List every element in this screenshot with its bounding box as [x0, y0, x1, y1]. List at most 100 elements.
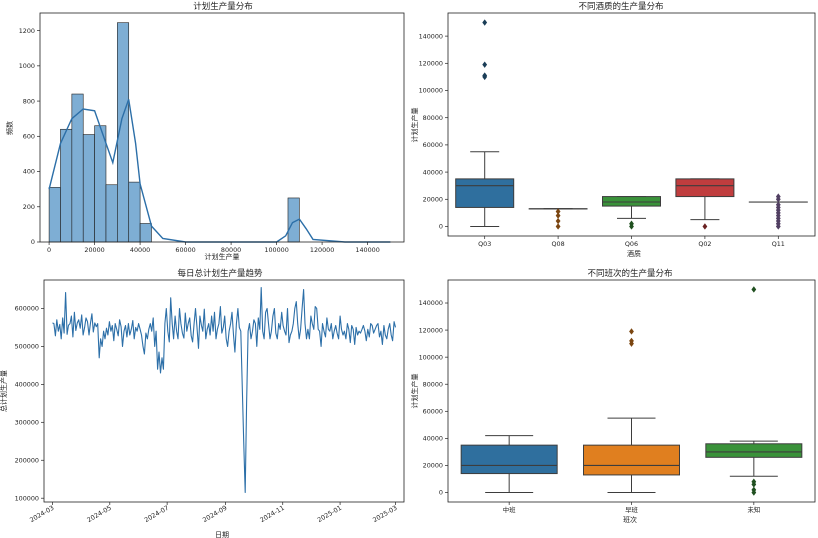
- histogram-xtick-label: 80000: [221, 246, 241, 254]
- histogram-xlabel: 计划生产量: [205, 252, 240, 261]
- shift-boxplot-outlier-point: [629, 337, 634, 345]
- quality-boxplot-ytick-label: 0: [439, 223, 443, 231]
- quality-boxplot-xtick-label: Q11: [772, 240, 785, 248]
- shift-boxplot-title: 不同班次的生产量分布: [587, 268, 672, 279]
- quality-boxplot-outlier-point: [775, 193, 781, 200]
- histogram-xtick-label: 0: [47, 246, 51, 254]
- shift-boxplot-ytick-label: 100000: [419, 353, 443, 361]
- quality-boxplot-ytick-label: 20000: [423, 195, 443, 203]
- trend-line-ytick-label: 300000: [15, 419, 39, 427]
- trend-line-ytick-label: 600000: [15, 305, 39, 313]
- trend-line-ylabel: 总计划生产量: [0, 370, 8, 412]
- shift-boxplot-frame: [447, 279, 816, 503]
- trend-line-xtick-label: 2025-03: [371, 504, 398, 524]
- shift-boxplot-xtick-label: 早班: [625, 505, 638, 514]
- histogram-xtick-label: 120000: [310, 246, 334, 254]
- histogram-ytick-label: 800: [23, 97, 35, 105]
- histogram-bar: [128, 181, 141, 243]
- shift-boxplot-xtick-label: 中班: [503, 505, 516, 514]
- trend-line-ytick-label: 100000: [15, 494, 39, 502]
- quality-boxplot-ylabel: 计划生产量: [410, 108, 419, 143]
- shift-boxplot-plot-area: 0 20000 40000 60000 80000 100000 120000 140000 中…: [419, 286, 803, 514]
- shift-boxplot-xtick-label: 未知: [747, 505, 760, 514]
- histogram-ylabel: 频数: [5, 121, 14, 135]
- histogram-bar: [94, 125, 107, 243]
- quality-boxplot-box: [455, 178, 515, 208]
- shift-boxplot-ytick-label: 0: [439, 489, 443, 497]
- trend-line-ytick-label: 400000: [15, 381, 39, 389]
- shift-boxplot-box: [705, 443, 803, 458]
- quality-boxplot-outlier-point: [702, 223, 708, 230]
- histogram-bar: [105, 184, 118, 243]
- shift-boxplot-ytick-label: 40000: [423, 435, 443, 443]
- histogram-xtick-label: 20000: [84, 246, 104, 254]
- histogram-ytick-label: 400: [23, 168, 35, 176]
- shift-boxplot-ylabel: 计划生产量: [410, 374, 419, 409]
- shift-boxplot-outlier-point: [751, 286, 757, 293]
- quality-boxplot-frame: [447, 12, 816, 237]
- shift-boxplot-ytick-label: 80000: [423, 380, 443, 388]
- quality-boxplot-ytick-label: 120000: [419, 60, 443, 68]
- trend-line-xtick-label: 2024-09: [201, 504, 228, 524]
- histogram-bar: [60, 128, 73, 243]
- histogram-xtick-label: 60000: [175, 246, 195, 254]
- trend-line-xtick-label: 2024-07: [143, 504, 170, 524]
- shift-boxplot-ytick-label: 60000: [423, 408, 443, 416]
- trend-line-ytick-label: 500000: [15, 343, 39, 351]
- histogram-ytick-label: 1000: [19, 62, 35, 70]
- quality-boxplot-outlier-point: [555, 208, 561, 215]
- quality-boxplot-panel: 不同酒质的生产量分布 0 20000 40000 60000 80000 100000 12…: [410, 1, 816, 258]
- histogram-panel: 计划生产量分布 0 200 400 600 800 1000 1200 0 20000 40000…: [5, 1, 405, 261]
- histogram-xtick-label: 100000: [264, 246, 288, 254]
- quality-boxplot-xtick-label: Q08: [552, 240, 565, 248]
- quality-boxplot-plot-area: 0 20000 40000 60000 80000 100000 120000 140000 Q…: [419, 19, 808, 248]
- trend-line-panel: 每日总计划生产量趋势 100000 200000 300000 400000 50000…: [0, 268, 405, 538]
- quality-boxplot-xtick-label: Q03: [478, 240, 491, 248]
- trend-line-xtick-label: 2025-01: [316, 504, 343, 524]
- quality-boxplot-outlier-point: [775, 201, 781, 208]
- shift-boxplot-outlier-point: [629, 328, 634, 335]
- histogram-kde-line: [48, 99, 391, 243]
- trend-line-xtick-label: 2024-05: [86, 504, 113, 524]
- quality-boxplot-outlier-point: [555, 217, 561, 225]
- shift-boxplot-outlier-point: [751, 486, 757, 494]
- quality-boxplot-ytick-label: 40000: [423, 168, 443, 176]
- quality-boxplot-ytick-label: 140000: [419, 32, 443, 40]
- quality-boxplot-outlier-point: [555, 223, 561, 230]
- histogram-xtick-label: 40000: [130, 246, 150, 254]
- trend-line-frame: [43, 279, 405, 503]
- histogram-ytick-label: 1200: [19, 27, 35, 35]
- histogram-bar: [71, 93, 84, 243]
- histogram-bar: [48, 187, 61, 243]
- trend-line-series: [52, 287, 397, 494]
- histogram-xtick-label: 140000: [355, 246, 379, 254]
- trend-line-title: 每日总计划生产量趋势: [177, 268, 263, 279]
- histogram-ytick-label: 600: [23, 133, 35, 141]
- quality-boxplot-title: 不同酒质的生产量分布: [578, 1, 663, 12]
- trend-line-xtick-label: 2024-11: [259, 504, 286, 524]
- trend-line-xtick-label: 2024-03: [28, 504, 55, 524]
- quality-boxplot-box: [602, 196, 661, 207]
- shift-boxplot-box: [583, 444, 680, 476]
- quality-boxplot-box: [675, 178, 735, 198]
- histogram-bar: [82, 134, 95, 243]
- shift-boxplot-outlier-point: [751, 478, 757, 485]
- quality-boxplot-xlabel: 酒质: [627, 249, 641, 258]
- trend-line-ytick-label: 200000: [15, 456, 39, 464]
- histogram-plot-area: 0 200 400 600 800 1000 1200 0 20000 40000 60000 800…: [19, 22, 391, 254]
- histogram-ytick-label: 0: [31, 238, 35, 246]
- histogram-bar: [139, 223, 152, 243]
- quality-boxplot-xtick-label: Q06: [625, 240, 638, 248]
- shift-boxplot-box: [460, 444, 558, 475]
- shift-boxplot-ytick-label: 20000: [423, 462, 443, 470]
- quality-boxplot-ytick-label: 80000: [423, 114, 443, 122]
- quality-boxplot-outlier-point: [482, 19, 488, 26]
- trend-line-xlabel: 日期: [215, 531, 229, 538]
- histogram-frame: [39, 12, 405, 243]
- quality-boxplot-outlier-point: [555, 212, 561, 219]
- shift-boxplot-ytick-label: 120000: [419, 326, 443, 334]
- histogram-ytick-label: 200: [23, 203, 35, 211]
- quality-boxplot-outlier-point: [629, 220, 634, 227]
- shift-boxplot-xlabel: 班次: [623, 515, 637, 524]
